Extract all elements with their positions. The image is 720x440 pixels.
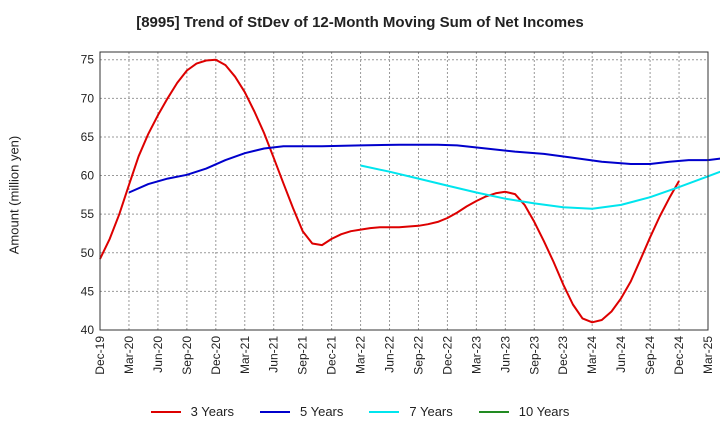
legend-item: 7 Years	[369, 404, 453, 419]
y-tick-label: 60	[81, 169, 95, 183]
x-tick-label: Mar-24	[585, 336, 599, 374]
legend-swatch	[369, 410, 400, 413]
legend-item: 10 Years	[478, 404, 570, 419]
x-tick-label: Jun-21	[267, 336, 281, 373]
x-tick-label: Sep-20	[180, 336, 194, 375]
x-tick-label: Sep-22	[411, 336, 425, 375]
y-tick-label: 65	[81, 130, 95, 144]
x-tick-label: Mar-25	[701, 336, 715, 374]
legend-label: 3 Years	[190, 404, 234, 419]
grid-lines	[99, 52, 709, 331]
series-line-3-years	[99, 58, 680, 324]
y-tick-label: 75	[81, 53, 95, 67]
series-layer	[99, 58, 720, 324]
y-tick-label: 55	[81, 207, 95, 221]
x-tick-label: Dec-22	[440, 336, 454, 375]
y-tick-label: 70	[81, 91, 95, 105]
x-tick-label: Mar-20	[122, 336, 136, 374]
y-tick-labels: 40 45 50 55 60 65 70 75	[81, 53, 95, 337]
x-tick-label: Sep-21	[296, 336, 310, 375]
x-tick-label: Mar-23	[469, 336, 483, 374]
x-tick-label: Jun-22	[383, 336, 397, 373]
x-tick-label: Dec-19	[93, 336, 107, 375]
x-tick-label: Dec-24	[672, 336, 686, 375]
y-tick-label: 45	[81, 284, 95, 298]
legend-label: 7 Years	[409, 404, 453, 419]
x-tick-label: Mar-21	[238, 336, 252, 374]
legend: 3 Years 5 Years 7 Years 10 Years	[0, 404, 720, 419]
legend-label: 10 Years	[518, 404, 570, 419]
legend-swatch	[260, 410, 290, 413]
x-tick-label: Dec-23	[556, 336, 570, 375]
x-tick-label: Sep-23	[527, 336, 541, 375]
series-line-7-years	[360, 164, 720, 210]
x-tick-label: Jun-20	[151, 336, 165, 373]
x-tick-label: Jun-23	[498, 336, 512, 373]
y-tick-label: 40	[81, 323, 95, 337]
chart-title: [8995] Trend of StDev of 12-Month Moving…	[136, 14, 584, 31]
series-line-5-years	[128, 143, 720, 194]
y-tick-label: 50	[81, 246, 95, 260]
x-tick-labels: Dec-19 Mar-20 Jun-20 Sep-20 Dec-20 Mar-21 Jun-…	[93, 336, 715, 375]
x-tick-label: Sep-24	[643, 336, 657, 375]
legend-item: 5 Years	[260, 404, 343, 419]
x-tick-label: Dec-20	[209, 336, 223, 375]
legend-swatch	[478, 410, 509, 413]
legend-label: 5 Years	[300, 404, 344, 419]
x-tick-label: Jun-24	[614, 336, 628, 373]
x-tick-label: Mar-22	[354, 336, 368, 374]
x-tick-label: Dec-21	[325, 336, 339, 375]
plot-frame	[99, 51, 709, 331]
legend-item: 3 Years	[150, 404, 234, 419]
legend-swatch	[150, 410, 181, 413]
